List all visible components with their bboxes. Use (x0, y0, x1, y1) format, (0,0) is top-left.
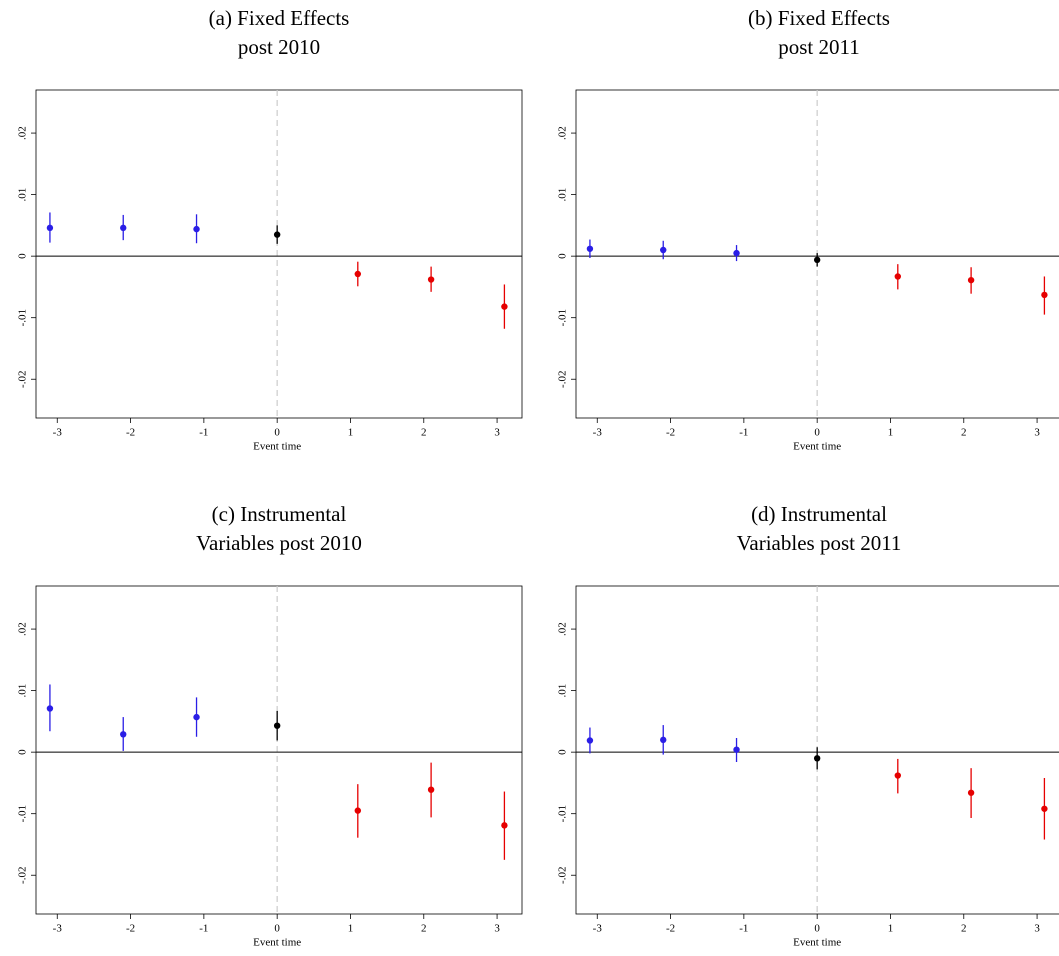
x-tick-label: -3 (593, 923, 603, 935)
x-tick-label: -3 (53, 427, 63, 439)
x-tick-label: 3 (494, 427, 500, 439)
point-estimate (586, 245, 594, 252)
point-estimate (813, 755, 821, 762)
x-tick-label: -1 (739, 923, 748, 935)
x-tick-label: -2 (126, 923, 135, 935)
panel-title: Variables post 2011 (737, 531, 902, 555)
point-estimate (733, 746, 740, 753)
x-tick-label: 1 (888, 923, 894, 935)
y-tick-label: -.02 (17, 371, 29, 388)
point-estimate (660, 246, 667, 254)
point-estimate (354, 807, 362, 814)
point-estimate (813, 256, 821, 264)
point-estimate (1041, 291, 1048, 299)
x-tick-label: 1 (348, 427, 354, 439)
y-tick-label: .02 (557, 622, 569, 636)
x-tick-label: -1 (199, 427, 208, 439)
y-tick-label: .01 (17, 684, 29, 698)
x-axis-label: Event time (253, 441, 301, 453)
panel-title: post 2011 (778, 35, 859, 59)
point-estimate (660, 736, 667, 744)
point-estimate (894, 772, 902, 779)
panel-title: (b) Fixed Effects (748, 6, 890, 30)
point-estimate (733, 249, 740, 257)
point-estimate (1041, 805, 1048, 812)
x-tick-label: -2 (126, 427, 135, 439)
y-tick-label: -.02 (17, 867, 29, 884)
y-tick-label: .01 (557, 684, 569, 698)
point-estimate (273, 722, 281, 729)
point-estimate (501, 303, 508, 310)
y-tick-label: .02 (557, 126, 569, 140)
x-tick-label: -3 (593, 427, 603, 439)
x-axis-label: Event time (793, 441, 841, 453)
y-tick-label: -.01 (557, 805, 569, 822)
x-tick-label: 2 (421, 427, 427, 439)
y-tick-label: .01 (17, 188, 29, 202)
y-tick-label: -.01 (17, 309, 29, 326)
x-axis-label: Event time (793, 937, 841, 949)
y-tick-label: .02 (17, 622, 29, 636)
point-estimate (273, 231, 281, 238)
y-tick-label: -.01 (17, 805, 29, 822)
x-tick-label: 1 (888, 427, 894, 439)
y-tick-label: -.02 (557, 867, 569, 884)
point-estimate (967, 789, 975, 796)
point-estimate (501, 822, 508, 829)
x-tick-label: -3 (53, 923, 63, 935)
point-estimate (193, 225, 200, 233)
point-estimate (894, 273, 902, 280)
x-tick-label: 0 (814, 427, 820, 439)
x-tick-label: 0 (274, 427, 280, 439)
y-tick-label: 0 (17, 749, 29, 755)
point-estimate (354, 270, 362, 278)
y-tick-label: -.01 (557, 309, 569, 326)
panel-title: Variables post 2010 (196, 531, 362, 555)
x-tick-label: 3 (1034, 427, 1040, 439)
panel-title: (a) Fixed Effects (209, 6, 350, 30)
y-tick-label: -.02 (557, 371, 569, 388)
panel-title: (c) Instrumental (212, 502, 347, 526)
y-tick-label: .01 (557, 188, 569, 202)
x-tick-label: -2 (666, 427, 675, 439)
x-tick-label: 0 (274, 923, 280, 935)
x-tick-label: 3 (494, 923, 500, 935)
x-tick-label: -2 (666, 923, 675, 935)
x-axis-label: Event time (253, 937, 301, 949)
x-tick-label: -1 (739, 427, 748, 439)
x-tick-label: 3 (1034, 923, 1040, 935)
x-tick-label: 2 (421, 923, 427, 935)
y-tick-label: 0 (557, 749, 569, 755)
point-estimate (120, 224, 127, 232)
y-tick-label: 0 (17, 253, 29, 259)
plot-area (35, 585, 523, 915)
point-estimate (586, 737, 594, 744)
point-estimate (427, 276, 435, 283)
point-estimate (46, 224, 54, 232)
panel-title: post 2010 (238, 35, 320, 59)
plot-area (35, 89, 523, 419)
y-tick-label: .02 (17, 126, 29, 140)
point-estimate (120, 731, 127, 738)
point-estimate (46, 705, 54, 712)
point-estimate (193, 713, 200, 721)
x-tick-label: 0 (814, 923, 820, 935)
x-tick-label: 2 (961, 427, 967, 439)
panel-title: (d) Instrumental (751, 502, 887, 526)
x-tick-label: 1 (348, 923, 354, 935)
x-tick-label: 2 (961, 923, 967, 935)
y-tick-label: 0 (557, 253, 569, 259)
point-estimate (427, 786, 435, 793)
x-tick-label: -1 (199, 923, 208, 935)
point-estimate (967, 276, 975, 284)
